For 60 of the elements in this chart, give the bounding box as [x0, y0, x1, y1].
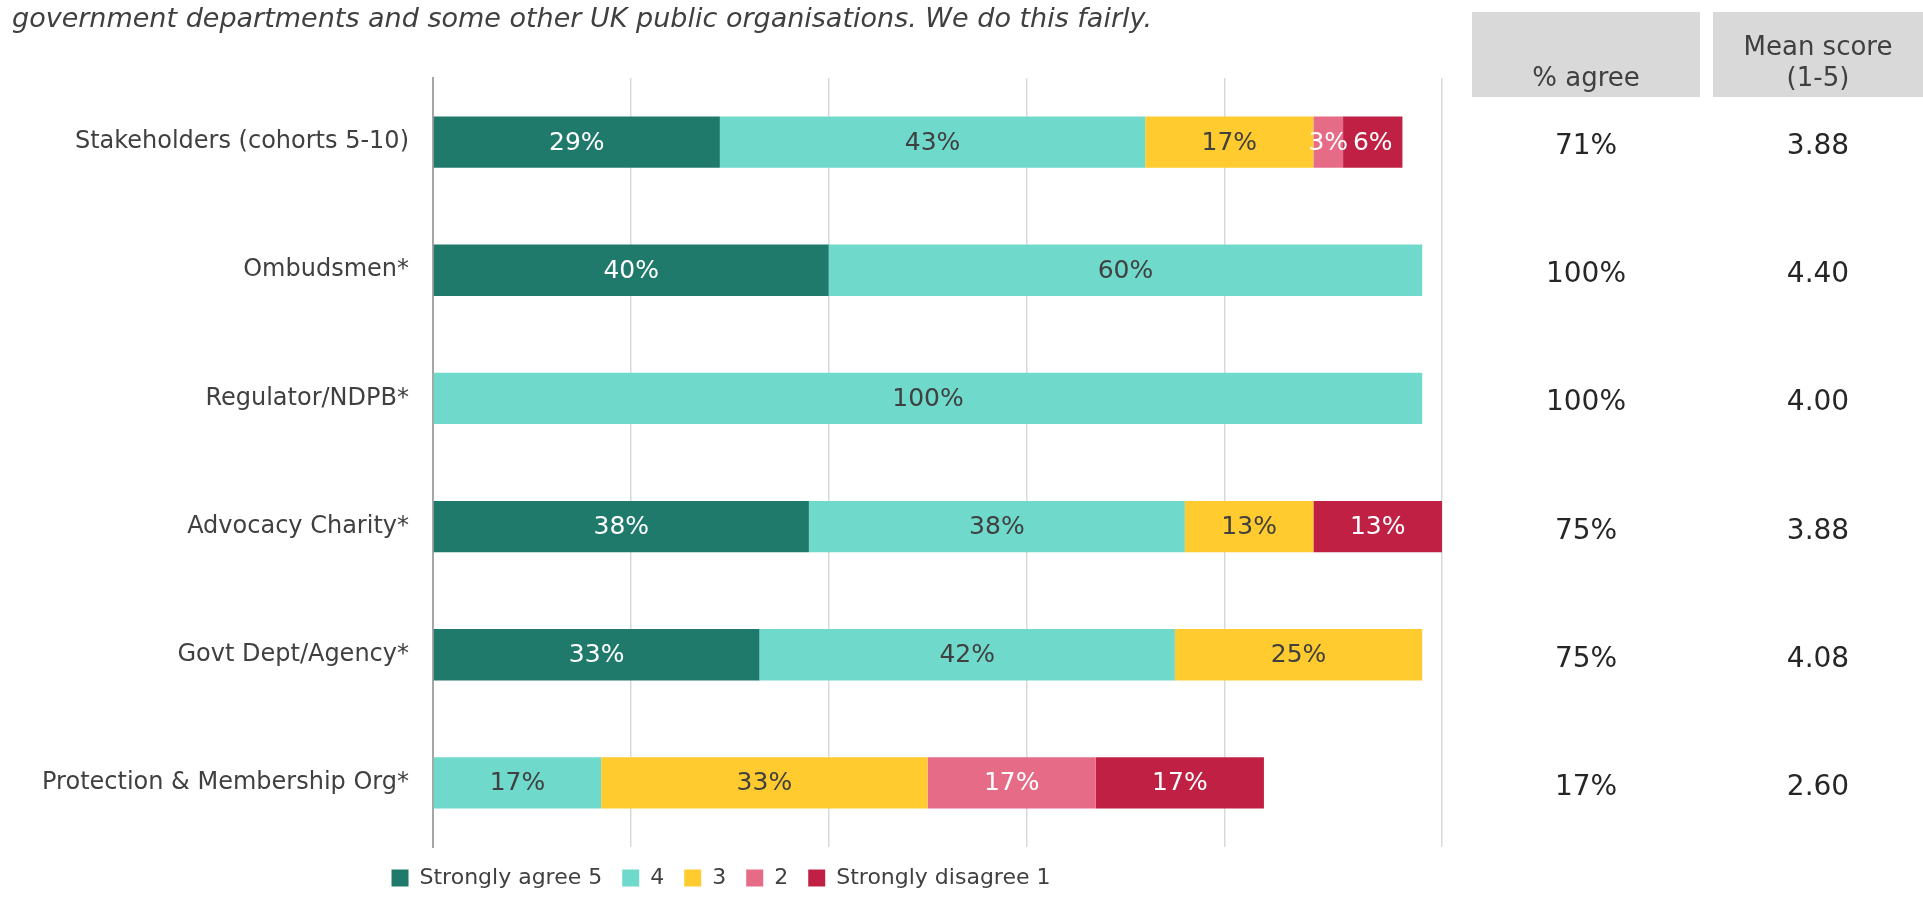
data-label: 17% — [1152, 767, 1208, 797]
data-label: 100% — [892, 382, 964, 412]
text: 4.08 — [1785, 640, 1851, 674]
bar — [433, 757, 602, 809]
bar — [433, 629, 760, 681]
y-tick-label: Protection & Membership Org* — [42, 767, 409, 796]
text: 2.60 — [1785, 768, 1851, 802]
bar — [433, 116, 720, 168]
data-label: 17% — [983, 767, 1040, 797]
text: 71% — [1553, 127, 1619, 161]
bar — [759, 629, 1175, 681]
data-label: 38% — [969, 511, 1025, 541]
data-label: 43% — [904, 126, 961, 156]
bar — [719, 116, 1146, 168]
bar — [1095, 757, 1264, 809]
bar — [433, 372, 1423, 425]
data-label: 40% — [603, 254, 660, 284]
data-label: 13% — [1221, 511, 1277, 541]
bar — [808, 500, 1185, 553]
text: 75% — [1553, 640, 1619, 674]
chart-title: government departments and some other UK public organisations. We do this fairly. — [12, 2, 1152, 33]
data-label: 60% — [1097, 254, 1154, 284]
y-tick-label: Advocacy Charity* — [187, 510, 409, 539]
text: 17% — [1553, 768, 1619, 802]
data-label: 33% — [568, 639, 625, 669]
bar — [1313, 500, 1442, 553]
data-label: 13% — [1349, 511, 1406, 541]
bar — [1184, 500, 1314, 553]
text: 75% — [1553, 512, 1619, 546]
bar — [601, 757, 928, 809]
data-label: 42% — [939, 639, 995, 669]
data-label: 25% — [1270, 639, 1327, 669]
text: 3.88 — [1785, 512, 1851, 546]
data-label: 29% — [549, 126, 605, 156]
y-tick-label: Govt Dept/Agency* — [177, 638, 409, 667]
data-label: 17% — [1201, 126, 1258, 156]
legend-label: 3 — [712, 863, 727, 889]
data-label: 38% — [593, 511, 650, 541]
bar — [1174, 629, 1423, 681]
data-label: 17% — [489, 767, 546, 797]
text: Mean score (1-5) — [1742, 30, 1894, 94]
text: 3.88 — [1785, 127, 1851, 161]
data-label: 6% — [1352, 126, 1393, 156]
y-tick-label: Regulator/NDPB* — [205, 382, 409, 411]
bar — [433, 244, 829, 296]
legend-label: Strongly agree 5 — [419, 863, 603, 889]
text: 4.00 — [1785, 383, 1851, 417]
text: 100% — [1544, 383, 1628, 417]
data-label: 33% — [736, 767, 793, 797]
text: % agree — [1532, 61, 1640, 94]
legend-label: 4 — [650, 863, 665, 889]
legend-label: Strongly disagree 1 — [836, 863, 1051, 889]
bar — [433, 500, 809, 553]
y-tick-label: Ombudsmen* — [243, 254, 409, 283]
y-tick-label: Stakeholders (cohorts 5-10) — [74, 126, 409, 155]
legend-label: 2 — [774, 863, 789, 889]
text: 4.40 — [1785, 255, 1851, 289]
text: 100% — [1544, 255, 1628, 289]
bar — [828, 244, 1423, 296]
bar — [927, 757, 1096, 809]
